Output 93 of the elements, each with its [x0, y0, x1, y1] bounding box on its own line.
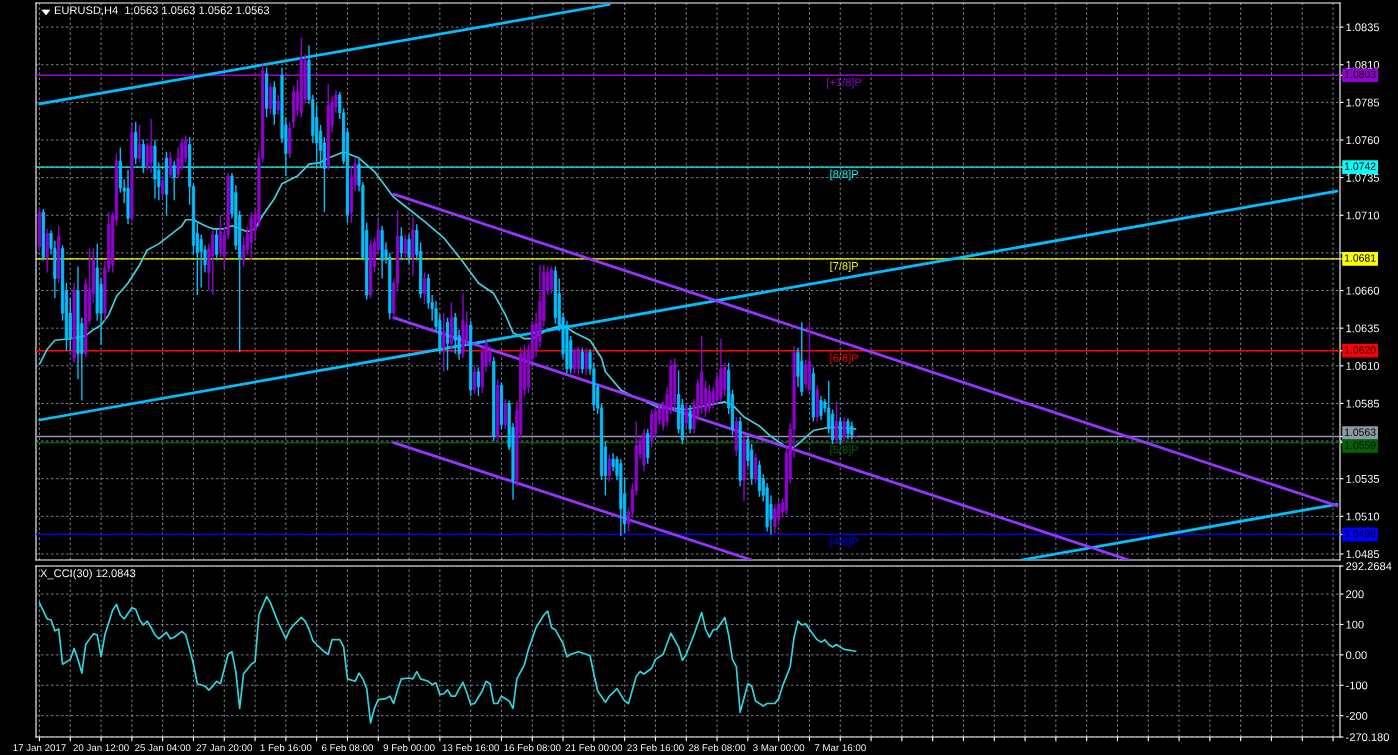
chart-title: X_CCI(30) 12.0843 — [40, 569, 136, 580]
y-tick-label: -200 — [1346, 711, 1368, 720]
y-tick-label: 1.0742 — [1344, 162, 1376, 170]
ref-line-label: [5/8]P — [830, 445, 859, 456]
x-tick-label: 17 Jan 2017 — [13, 744, 66, 752]
y-tick-label: 1.0620 — [1344, 346, 1376, 354]
ref-line-label: [7/8]P — [830, 261, 859, 273]
y-tick-label: 100 — [1346, 620, 1364, 629]
y-tick-label: 1.0835 — [1346, 23, 1380, 32]
y-tick-label: 1.0803 — [1344, 70, 1376, 79]
candlestick — [199, 234, 203, 289]
y-tick-label: 1.0485 — [1346, 550, 1380, 559]
candlestick — [549, 265, 554, 295]
x-tick-label: 25 Jan 04:00 — [135, 744, 191, 752]
ref-line-label: [4/8]P — [830, 537, 859, 548]
y-tick-label: 1.0510 — [1346, 512, 1380, 521]
candlestick — [214, 228, 219, 262]
ref-line-label: [6/8]P — [830, 353, 859, 364]
line-series — [38, 595, 857, 724]
y-tick-label: 1.0563 — [1344, 428, 1376, 436]
y-tick-label: 200 — [1346, 590, 1364, 599]
candlestick — [584, 347, 588, 376]
candlestick — [850, 420, 854, 441]
x-tick-label: 20 Jan 12:00 — [73, 744, 129, 752]
x-tick-label: 28 Feb 08:00 — [688, 743, 746, 752]
candlestick — [161, 175, 165, 198]
y-tick-label: 1.0710 — [1346, 211, 1380, 220]
candlestick — [842, 416, 846, 442]
y-tick-label: 1.0660 — [1346, 286, 1380, 295]
candlestick — [773, 503, 777, 534]
ref-line-label: [8/8]P — [830, 169, 859, 181]
y-tick-label: 1.0610 — [1346, 362, 1380, 370]
y-tick-label: 1.0735 — [1346, 173, 1380, 182]
candlestick — [141, 139, 145, 174]
y-tick-label: 292.2684 — [1346, 562, 1392, 571]
candlestick — [399, 226, 403, 262]
candlestick — [684, 402, 688, 430]
y-tick-label: 1.0760 — [1346, 136, 1380, 145]
candlestick — [445, 316, 450, 372]
y-tick-label: 1.0681 — [1344, 254, 1376, 262]
candlestick — [241, 235, 246, 268]
candlestick — [488, 345, 492, 367]
x-tick-label: 9 Feb 00:00 — [383, 743, 435, 752]
candlestick — [611, 452, 615, 472]
candlestick — [168, 151, 172, 179]
x-tick-label: 7 Mar 16:00 — [814, 744, 866, 752]
y-tick-label: -270.180 — [1346, 733, 1389, 742]
candlestick — [149, 118, 153, 174]
candlestick — [653, 405, 658, 439]
candlestick — [576, 345, 581, 376]
candlestick — [753, 452, 758, 484]
candlestick — [172, 160, 176, 201]
y-tick-label: -100 — [1346, 681, 1368, 690]
candlestick — [707, 384, 711, 414]
y-tick-label: 1.0559 — [1344, 441, 1376, 449]
x-tick-label: 16 Feb 08:00 — [504, 743, 561, 752]
x-tick-label: 6 Feb 08:00 — [322, 743, 374, 752]
y-tick-label: 1.0585 — [1346, 399, 1380, 408]
ref-line-label: [+1/8]P — [827, 78, 862, 89]
candlestick — [688, 404, 692, 435]
candlestick — [573, 347, 577, 375]
x-tick-label: 27 Jan 20:00 — [196, 744, 252, 752]
candlestick — [407, 234, 411, 265]
candlestick — [476, 366, 480, 397]
candlestick — [268, 82, 273, 116]
y-tick-label: 1.0535 — [1346, 474, 1380, 483]
candlestick — [804, 359, 808, 390]
y-tick-label: 1.0498 — [1344, 529, 1376, 538]
x-tick-label: 3 Mar 00:00 — [753, 744, 805, 752]
candlestick — [211, 229, 215, 296]
y-tick-label: 1.0785 — [1346, 98, 1380, 107]
candlestick — [422, 271, 427, 305]
candlestick — [607, 453, 611, 483]
candlestick — [472, 365, 477, 396]
candlestick — [276, 94, 280, 116]
candlestick — [838, 416, 842, 445]
y-tick-label: 1.0810 — [1346, 60, 1380, 69]
candlestick — [580, 347, 584, 375]
chart-title: EURUSD,H4 1.0563 1.0563 1.0562 1.0563 — [54, 6, 270, 16]
y-tick-label: 0.00 — [1345, 651, 1367, 659]
candlestick — [218, 214, 222, 259]
candlestick — [442, 312, 446, 373]
candlestick — [819, 395, 823, 421]
x-tick-label: 21 Feb 00:00 — [565, 743, 623, 752]
x-tick-label: 23 Feb 16:00 — [627, 743, 684, 752]
x-tick-label: 1 Feb 16:00 — [260, 743, 312, 752]
candlestick — [834, 401, 838, 445]
candlestick — [403, 234, 407, 260]
candlestick — [846, 417, 850, 441]
x-tick-label: 13 Feb 16:00 — [442, 743, 499, 752]
y-tick-label: 1.0635 — [1346, 324, 1380, 333]
candlestick — [503, 398, 507, 430]
candlestick — [137, 124, 142, 164]
